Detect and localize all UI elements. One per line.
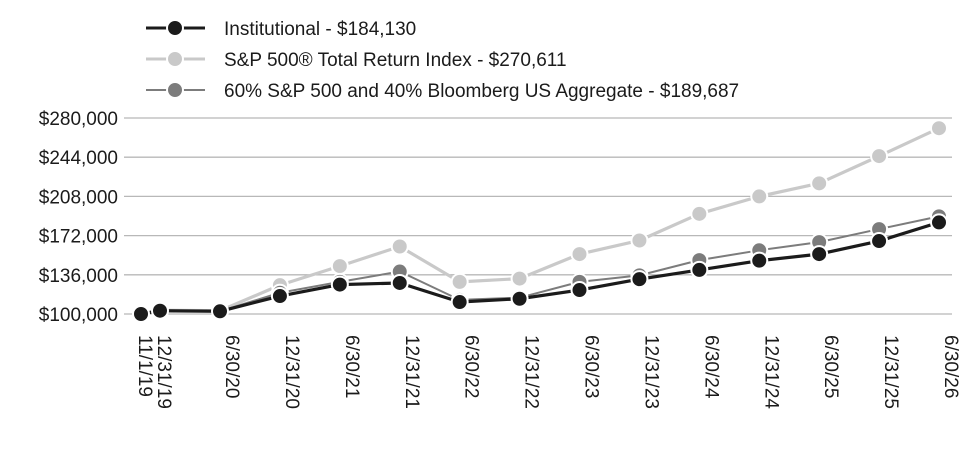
data-point bbox=[870, 232, 889, 251]
data-point bbox=[570, 245, 589, 264]
y-tick-label: $208,000 bbox=[39, 187, 118, 208]
x-tick-label: 6/30/22 bbox=[461, 335, 482, 398]
data-point bbox=[630, 270, 649, 289]
series-lines bbox=[132, 119, 948, 323]
grid bbox=[124, 117, 952, 315]
data-point bbox=[330, 257, 349, 276]
x-tick-label: 6/30/26 bbox=[940, 335, 960, 398]
data-point bbox=[810, 245, 829, 264]
data-point bbox=[630, 231, 649, 250]
y-tick-label: $280,000 bbox=[39, 109, 118, 130]
y-tick-label: $172,000 bbox=[39, 227, 118, 248]
legend-swatch-marker bbox=[166, 81, 184, 99]
series-2 bbox=[132, 213, 948, 323]
legend-label: 60% S&P 500 and 40% Bloomberg US Aggrega… bbox=[224, 81, 739, 102]
data-point bbox=[810, 174, 829, 193]
y-tick-label: $136,000 bbox=[39, 266, 118, 287]
x-tick-label: 12/31/24 bbox=[760, 335, 781, 409]
data-point bbox=[510, 269, 529, 288]
data-point bbox=[570, 281, 589, 300]
data-point bbox=[870, 147, 889, 166]
legend: Institutional - $184,130 S&P 500® Total R… bbox=[146, 19, 739, 102]
data-point bbox=[750, 251, 769, 270]
legend-label: S&P 500® Total Return Index - $270,611 bbox=[224, 50, 567, 71]
data-point bbox=[390, 237, 409, 256]
data-point bbox=[750, 187, 769, 206]
data-point bbox=[450, 293, 469, 312]
x-tick-label: 6/30/24 bbox=[700, 335, 721, 399]
legend-item: 60% S&P 500 and 40% Bloomberg US Aggrega… bbox=[146, 81, 739, 102]
legend-item: S&P 500® Total Return Index - $270,611 bbox=[146, 50, 567, 71]
data-point bbox=[930, 119, 948, 138]
legend-label: Institutional - $184,130 bbox=[224, 19, 416, 40]
x-tick-label: 12/31/20 bbox=[281, 335, 302, 409]
data-point bbox=[132, 305, 150, 323]
series-line bbox=[140, 126, 940, 316]
data-point bbox=[450, 272, 469, 291]
x-tick-label: 12/31/25 bbox=[880, 335, 901, 409]
x-tick-label: 11/1/19 bbox=[134, 335, 155, 397]
x-tick-label: 12/31/19 bbox=[153, 335, 174, 409]
data-point bbox=[330, 275, 349, 294]
data-point bbox=[930, 213, 948, 232]
y-tick-label: $100,000 bbox=[39, 305, 118, 326]
data-point bbox=[270, 287, 289, 306]
y-axis-ticks: $280,000 $244,000 $208,000 $172,000 $136,000… bbox=[39, 109, 118, 326]
data-point bbox=[690, 260, 709, 279]
x-tick-label: 12/31/21 bbox=[401, 335, 422, 409]
y-tick-label: $244,000 bbox=[39, 148, 118, 169]
data-point bbox=[510, 289, 529, 308]
data-point bbox=[211, 302, 229, 321]
data-point bbox=[151, 301, 169, 320]
x-tick-label: 6/30/21 bbox=[341, 335, 362, 398]
x-tick-label: 6/30/23 bbox=[581, 335, 602, 398]
x-tick-label: 6/30/25 bbox=[820, 335, 841, 398]
legend-swatch-marker bbox=[166, 50, 184, 68]
series-1 bbox=[132, 207, 948, 323]
legend-swatch-marker bbox=[166, 19, 184, 37]
data-point bbox=[690, 204, 709, 223]
x-tick-label: 6/30/20 bbox=[221, 335, 242, 398]
legend-item: Institutional - $184,130 bbox=[146, 19, 416, 40]
x-tick-label: 12/31/23 bbox=[640, 335, 661, 409]
x-tick-label: 12/31/22 bbox=[521, 335, 542, 409]
data-point bbox=[390, 273, 409, 292]
